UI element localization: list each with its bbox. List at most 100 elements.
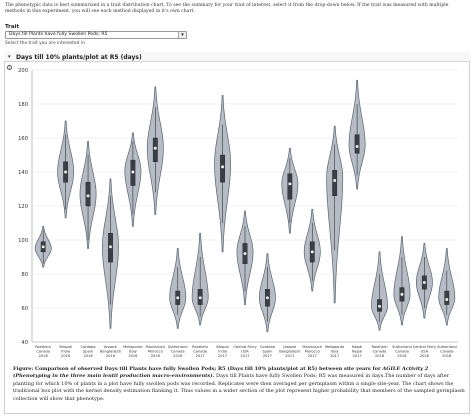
x-tick-label: India xyxy=(218,349,227,353)
x-tick-label: USA xyxy=(421,349,429,353)
y-tick-label: 160 xyxy=(18,136,28,142)
median-marker xyxy=(377,304,382,309)
x-tick-label: 2016 xyxy=(128,354,138,358)
x-tick-label: Jessore xyxy=(103,345,118,349)
x-tick-label: 2016 xyxy=(106,354,116,358)
x-tick-label: Sutherland xyxy=(392,345,412,349)
intro-text: The phenotypic data is best summarized i… xyxy=(5,3,449,14)
x-tick-label: Sutherland xyxy=(437,345,457,349)
x-tick-label: 2017 xyxy=(308,354,317,358)
median-marker xyxy=(355,144,359,149)
x-tick-label: Spain xyxy=(83,349,93,353)
x-tick-label: 2018 xyxy=(420,354,430,358)
x-tick-label: 2018 xyxy=(397,354,407,358)
x-tick-label: Italy xyxy=(129,349,138,353)
caption-body: Days till Plants have fully Swollen Pods… xyxy=(13,373,465,402)
x-tick-label: Bhopal xyxy=(216,345,228,349)
x-tick-label: Spain xyxy=(262,349,272,353)
trait-select-value: Days till Plants have fully Swollen Pods… xyxy=(9,32,108,37)
median-marker xyxy=(265,296,270,300)
x-tick-label: 2016 xyxy=(83,354,93,358)
x-tick-label: Morocco xyxy=(305,349,320,353)
info-icon[interactable]: i xyxy=(7,65,12,70)
x-tick-label: Canada xyxy=(373,349,387,353)
x-tick-label: 2017 xyxy=(263,354,272,358)
x-tick-label: Metaponto xyxy=(325,345,344,349)
x-tick-label: Rosthern xyxy=(372,345,388,349)
x-tick-label: 2016 xyxy=(173,354,183,358)
y-tick-label: 60 xyxy=(21,306,28,312)
median-marker xyxy=(108,245,113,249)
x-tick-label: 2017 xyxy=(330,354,339,358)
median-marker xyxy=(198,296,202,300)
median-marker xyxy=(422,280,427,285)
median-marker xyxy=(400,292,404,297)
median-marker xyxy=(445,297,449,302)
median-marker xyxy=(243,251,247,256)
median-marker xyxy=(41,245,45,249)
y-tick-label: 100 xyxy=(18,238,28,244)
x-tick-label: Nepal xyxy=(352,345,362,349)
median-marker xyxy=(310,250,315,254)
y-tick-label: 140 xyxy=(18,170,28,176)
x-tick-label: Central Ferry xyxy=(233,345,257,349)
y-tick-label: 120 xyxy=(18,204,28,210)
x-tick-label: Canada xyxy=(193,349,207,353)
x-tick-label: 2016 xyxy=(39,354,49,358)
y-tick-label: 40 xyxy=(21,340,28,346)
figure-caption: Figure: Comparison of observed Days till… xyxy=(13,366,465,403)
x-tick-label: India xyxy=(61,349,70,353)
x-tick-label: Rosthern xyxy=(35,345,51,349)
median-marker xyxy=(86,194,90,198)
y-tick-label: 80 xyxy=(21,272,28,278)
x-tick-label: 2018 xyxy=(375,354,385,358)
chart-panel-title: Days till 10% plants/plot at R5 (days) xyxy=(16,54,142,61)
x-tick-label: Sutherland xyxy=(168,345,188,349)
x-tick-label: Bhopal xyxy=(59,345,71,349)
x-tick-label: Morocco xyxy=(148,349,163,353)
x-tick-label: 2016 xyxy=(61,354,71,358)
chart-panel xyxy=(4,52,470,414)
median-marker xyxy=(175,296,180,300)
x-tick-label: Marchouch xyxy=(145,345,165,349)
median-marker xyxy=(153,146,158,150)
x-tick-label: Canada xyxy=(395,349,409,353)
chevron-down-icon[interactable]: ▾ xyxy=(178,32,186,38)
trait-label: Trait xyxy=(5,24,20,30)
x-tick-label: Canada xyxy=(440,349,454,353)
x-tick-label: 2017 xyxy=(218,354,227,358)
x-tick-label: 2017 xyxy=(240,354,249,358)
median-marker xyxy=(332,178,337,183)
x-tick-label: Canada xyxy=(171,349,185,353)
box xyxy=(287,173,293,200)
x-tick-label: Central Ferry xyxy=(413,345,437,349)
x-tick-label: Nepal xyxy=(352,349,362,353)
x-tick-label: 2017 xyxy=(353,354,362,358)
median-marker xyxy=(220,165,225,169)
y-tick-label: 200 xyxy=(18,68,28,74)
caption-title-italic: AGILE Activity 2 (Phenotyping in the thr… xyxy=(13,366,429,380)
x-tick-label: Italy xyxy=(331,349,340,353)
x-tick-label: USA xyxy=(241,349,249,353)
x-tick-label: Canada xyxy=(36,349,50,353)
chart-panel-header[interactable] xyxy=(4,52,470,62)
x-tick-label: Bangladesh xyxy=(279,349,300,353)
x-tick-label: 2017 xyxy=(196,354,205,358)
x-tick-label: Jessore xyxy=(282,345,297,349)
trait-help-text: Select the trait you are interested in. xyxy=(5,41,87,46)
x-tick-label: Rosthern xyxy=(192,345,208,349)
median-marker xyxy=(288,182,292,186)
x-tick-label: Cordoba xyxy=(81,345,96,349)
box xyxy=(354,134,360,154)
x-tick-label: Marchouch xyxy=(302,345,322,349)
x-tick-label: Cordoba xyxy=(260,345,275,349)
box xyxy=(332,170,338,197)
x-tick-label: Bangladesh xyxy=(100,349,121,353)
y-tick-label: 180 xyxy=(18,102,28,108)
x-tick-label: 2017 xyxy=(285,354,294,358)
x-tick-label: Metaponto xyxy=(123,345,142,349)
median-marker xyxy=(131,170,135,174)
collapse-arrow-icon[interactable]: ▾ xyxy=(8,54,11,60)
trait-select[interactable]: Days till Plants have fully Swollen Pods… xyxy=(5,31,187,39)
